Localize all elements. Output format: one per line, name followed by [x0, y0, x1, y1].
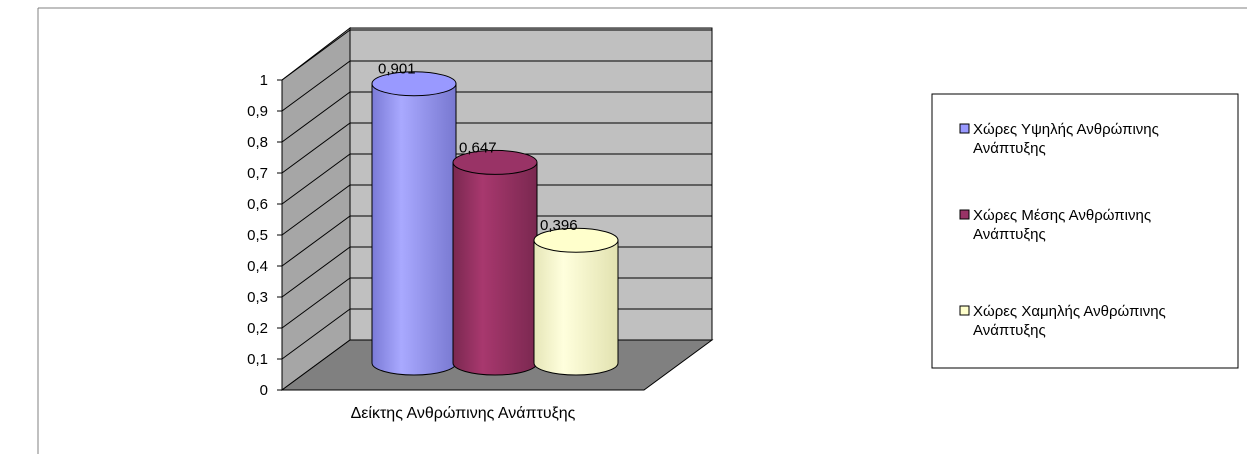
grid-diagonal	[281, 60, 351, 112]
bar-top	[533, 227, 619, 253]
grid-diagonal	[281, 246, 351, 298]
chart-side-wall	[281, 26, 351, 391]
y-tick-label: 0,2	[247, 320, 268, 337]
legend-swatch	[959, 209, 970, 220]
legend-label: Χώρες Υψηλής Ανθρώπινης	[973, 121, 1159, 138]
data-label-2: 0,647	[459, 139, 497, 156]
bar-body	[371, 83, 457, 376]
data-label-1: 0,901	[378, 61, 416, 78]
grid-diagonal	[281, 29, 351, 81]
legend-item-3: Χώρες Χαμηλής Ανθρώπινης Ανάπτυξης	[959, 303, 1166, 339]
legend-label: Χώρες Χαμηλής Ανθρώπινης	[973, 303, 1166, 320]
y-tick-label: 0,7	[247, 165, 268, 182]
data-labels: 0,901 0,647 0,396	[378, 61, 578, 235]
y-tick-label: 1	[260, 72, 268, 89]
grid-diagonal	[281, 308, 351, 360]
bar-body	[533, 239, 619, 376]
legend-label: Χώρες Μέσης Ανθρώπινης	[973, 207, 1151, 224]
y-tick-label: 0,1	[247, 351, 268, 368]
y-tick-label: 0,4	[247, 258, 268, 275]
legend-box	[931, 93, 1239, 369]
y-tick-label: 0,5	[247, 227, 268, 244]
grid-diagonal	[281, 122, 351, 174]
y-tick-label: 0,3	[247, 289, 268, 306]
bar-body	[452, 161, 538, 376]
legend-swatch	[959, 305, 970, 316]
legend-label: Ανάπτυξης	[973, 322, 1046, 339]
bar-1	[371, 71, 457, 376]
legend-label: Ανάπτυξης	[973, 226, 1046, 243]
grid-diagonal	[281, 277, 351, 329]
y-ticks: 0 0,1 0,2 0,3 0,4 0,5 0,6 0,7 0,8 0,9 1	[247, 72, 282, 399]
legend-swatch	[959, 123, 970, 134]
y-tick-label: 0	[260, 382, 268, 399]
legend-item-1: Χώρες Υψηλής Ανθρώπινης Ανάπτυξης	[959, 121, 1159, 157]
y-tick-label: 0,9	[247, 103, 268, 120]
bar-top	[452, 149, 538, 175]
grid-diagonal	[281, 153, 351, 205]
grid-diagonal	[281, 91, 351, 143]
bar-2	[452, 149, 538, 376]
bars	[371, 71, 619, 376]
grid-diagonal	[281, 184, 351, 236]
legend-label: Ανάπτυξης	[973, 140, 1046, 157]
y-tick-label: 0,8	[247, 134, 268, 151]
category-label: Δείκτης Ανθρώπινης Ανάπτυξης	[351, 405, 576, 422]
data-label-3: 0,396	[540, 217, 578, 234]
bar-top	[371, 71, 457, 97]
y-tick-label: 0,6	[247, 196, 268, 213]
bar-3	[533, 227, 619, 376]
grid-diagonal	[281, 215, 351, 267]
legend-item-2: Χώρες Μέσης Ανθρώπινης Ανάπτυξης	[959, 207, 1151, 243]
